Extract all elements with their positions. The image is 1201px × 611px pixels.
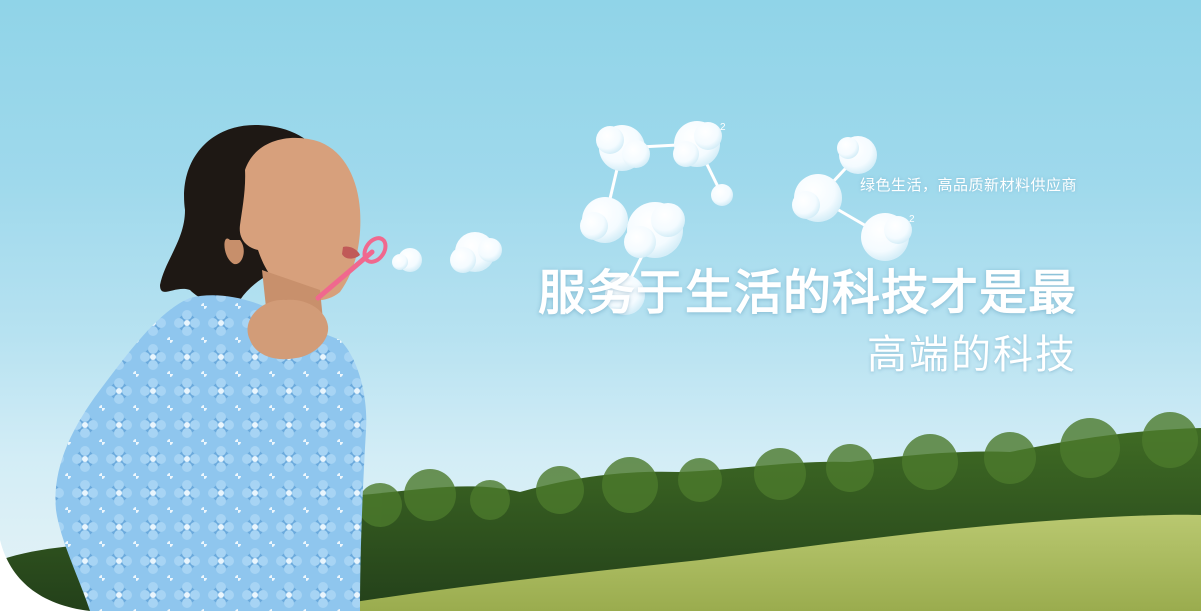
sleeve: [58, 300, 238, 560]
molecule-label-2: 2: [909, 214, 915, 225]
headline-text: 服务于生活的科技才是最: [537, 265, 1077, 321]
hand: [247, 299, 329, 360]
face: [239, 137, 361, 301]
girl-illustration: [55, 125, 388, 611]
bubble-wand: [315, 249, 375, 301]
meadow: [300, 514, 1201, 611]
subline-text: 高端的科技: [867, 332, 1077, 378]
lips: [342, 246, 360, 259]
molecule-label-1: 2: [720, 122, 726, 133]
ear: [224, 238, 244, 265]
tagline-text: 绿色生活，高品质新材料供应商: [859, 176, 1077, 194]
bottom-left-corner: [0, 540, 90, 611]
cloud-puffs: [392, 121, 912, 315]
bubble-wand-ring: [362, 236, 388, 264]
tree-canopy: [358, 412, 1198, 527]
